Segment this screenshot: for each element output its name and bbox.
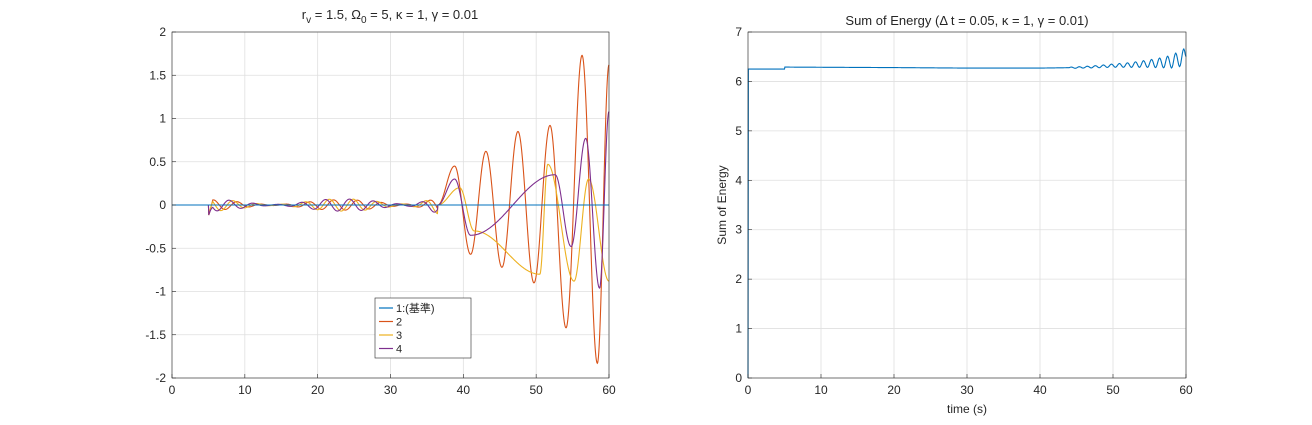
right-y-tick-label: 2 — [735, 272, 742, 286]
left-y-tick-label: -2 — [155, 371, 166, 385]
legend: 1:(基準) 23 4 — [374, 297, 472, 359]
left-y-tick-label: 1 — [159, 112, 166, 126]
left-x-tick-label: 40 — [457, 383, 471, 397]
left-x-tick-label: 0 — [169, 383, 176, 397]
right-y-tick-label: 5 — [735, 124, 742, 138]
right-y-axis-label: Sum of Energy — [715, 165, 729, 244]
legend-label-4: 4 — [396, 344, 402, 356]
left-y-tick-label: -1.5 — [145, 328, 166, 342]
right-x-tick-label: 40 — [1033, 383, 1047, 397]
left-y-tick-label: 0 — [159, 198, 166, 212]
right-series-group — [747, 47, 1187, 379]
left-ticks: 0 10 20 30 40 50 60 -2 -1.5 -1 -0.5 0 0.5 1 1.5 2 — [145, 25, 616, 397]
right-x-tick-label: 20 — [887, 383, 901, 397]
left-y-tick-label: -1 — [155, 285, 166, 299]
right-ticks: 0 10 20 30 40 50 60 0 1 2 3 4 5 6 7 — [735, 25, 1193, 397]
right-x-tick-label: 50 — [1106, 383, 1120, 397]
right-chart-title: Sum of Energy (Δ t = 0.05, κ = 1, γ = 0.… — [845, 13, 1088, 28]
energy-series-line — [747, 47, 1187, 379]
legend-label-1: 1:(基準) — [396, 301, 435, 315]
right-y-tick-label: 6 — [735, 74, 742, 88]
left-x-tick-label: 30 — [384, 383, 398, 397]
right-y-tick-label: 1 — [735, 322, 742, 336]
right-y-tick-label: 4 — [735, 173, 742, 187]
series-line-2 — [172, 54, 610, 365]
right-x-tick-label: 10 — [814, 383, 828, 397]
left-chart-title: rv = 1.5, Ω0 = 5, κ = 1, γ = 0.01 — [302, 7, 478, 26]
left-x-tick-label: 20 — [311, 383, 325, 397]
right-x-tick-label: 60 — [1179, 383, 1193, 397]
legend-label-3: 3 — [396, 330, 402, 342]
left-plot: 0 10 20 30 40 50 60 -2 -1.5 -1 -0.5 0 0.5 1 1.5 2 rv = … — [145, 7, 616, 397]
left-y-tick-label: 1.5 — [149, 68, 166, 82]
left-y-tick-label: -0.5 — [145, 241, 166, 255]
legend-label-2: 2 — [396, 317, 402, 329]
right-plot: 0 10 20 30 40 50 60 0 1 2 3 4 5 6 7 Sum of Energy (Δ t… — [715, 13, 1193, 416]
left-y-tick-label: 2 — [159, 25, 166, 39]
right-x-tick-label: 0 — [745, 383, 752, 397]
left-x-tick-label: 60 — [602, 383, 616, 397]
right-x-axis-label: time (s) — [947, 402, 987, 416]
right-y-tick-label: 0 — [735, 371, 742, 385]
left-series-group — [172, 54, 610, 365]
left-x-tick-label: 10 — [238, 383, 252, 397]
left-x-tick-label: 50 — [529, 383, 543, 397]
right-y-tick-label: 3 — [735, 223, 742, 237]
right-x-tick-label: 30 — [960, 383, 974, 397]
right-y-tick-label: 7 — [735, 25, 742, 39]
left-y-tick-label: 0.5 — [149, 155, 166, 169]
series-line-3 — [172, 163, 610, 282]
